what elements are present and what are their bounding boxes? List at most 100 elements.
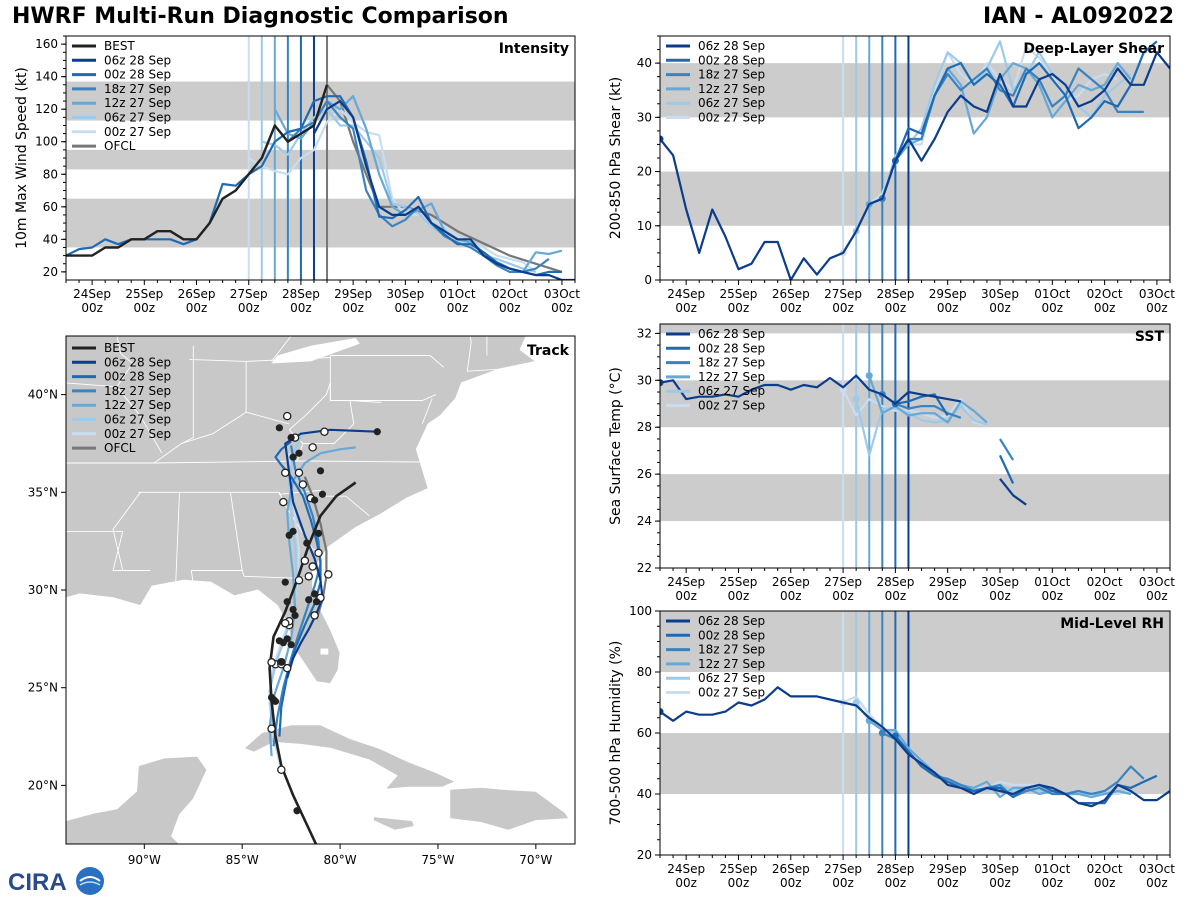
track-marker-open	[298, 480, 308, 489]
rh-xtick-label: 29Sep	[929, 862, 967, 876]
state-border	[302, 400, 382, 444]
track-marker-open	[282, 663, 292, 673]
track-ytick-label: 40°N	[28, 388, 58, 402]
sst-xtick-sublabel: 00z	[832, 589, 854, 603]
track-legend-label-ofcl: OFCL	[104, 441, 136, 455]
rh-ytick-label: 60	[637, 726, 652, 740]
shear-xtick-label: 02Oct	[1087, 287, 1123, 301]
track-xtick-label: 85°W	[226, 853, 259, 867]
rh-band	[660, 733, 1170, 794]
sst-series-00z-28-sep	[895, 393, 949, 417]
shear-xtick-sublabel: 00z	[1146, 301, 1168, 315]
sst-xtick-sublabel: 00z	[885, 589, 907, 603]
sst-xtick-label: 25Sep	[720, 575, 758, 589]
shear-xtick-label: 26Sep	[772, 287, 810, 301]
track-marker-filled	[305, 596, 313, 604]
intensity-series-group	[66, 84, 575, 280]
rh-xtick-sublabel: 00z	[728, 876, 750, 890]
rh-panel: 2040608010024Sep00z25Sep00z26Sep00z27Sep…	[608, 604, 1175, 890]
track-marker-filled	[289, 527, 297, 535]
track-marker-filled	[311, 496, 319, 504]
rh-xtick-sublabel: 00z	[1094, 876, 1116, 890]
state-border	[466, 336, 501, 372]
shear-ytick-label: 20	[637, 165, 652, 179]
state-border	[66, 460, 421, 464]
track-title: Track	[527, 343, 570, 359]
shear-xtick-sublabel: 00z	[885, 301, 907, 315]
intensity-legend-label-06z-28-sep: 06z 28 Sep	[104, 53, 171, 67]
rh-ytick-label: 80	[637, 665, 652, 679]
lake-ontario	[344, 318, 413, 330]
intensity-xtick-label: 28Sep	[282, 287, 320, 301]
rh-xtick-sublabel: 00z	[780, 876, 802, 890]
track-marker-filled	[291, 611, 299, 620]
track-marker-filled	[283, 598, 291, 606]
cira-logo-text: CIRA	[8, 869, 67, 896]
intensity-legend-label-00z-28-sep: 00z 28 Sep	[104, 68, 171, 82]
intensity-xtick-label: 29Sep	[334, 287, 372, 301]
track-line-18z-27-sep	[272, 445, 322, 747]
track-marker-open	[314, 548, 323, 558]
land-hispaniola	[449, 786, 570, 831]
intensity-legend-label-best: BEST	[104, 39, 135, 53]
intensity-ytick-label: 40	[43, 232, 58, 246]
shear-series-12z-27-sep	[868, 61, 1132, 206]
shear-xtick-label: 30Sep	[981, 287, 1019, 301]
track-marker-open	[267, 724, 276, 733]
sst-ytick-label: 30	[637, 373, 652, 387]
state-border	[116, 336, 134, 388]
sst-band	[660, 324, 1170, 334]
shear-xtick-sublabel: 00z	[832, 301, 854, 315]
sst-xtick-sublabel: 00z	[780, 589, 802, 603]
shear-xtick-label: 28Sep	[876, 287, 914, 301]
shear-ytick-label: 0	[644, 273, 652, 287]
intensity-band	[66, 149, 575, 170]
rh-xtick-sublabel: 00z	[1146, 876, 1168, 890]
state-border	[175, 492, 180, 587]
intensity-xtick-sublabel: 00z	[290, 301, 312, 315]
state-border	[153, 411, 290, 464]
track-legend-label-best: BEST	[104, 341, 135, 355]
cira-logo: CIRA	[8, 867, 104, 896]
track-marker-filled	[275, 424, 283, 432]
intensity-xtick-label: 26Sep	[178, 287, 216, 301]
shear-xtick-label: 29Sep	[929, 287, 967, 301]
rh-xtick-label: 03Oct	[1139, 862, 1175, 876]
sst-xtick-sublabel: 00z	[728, 589, 750, 603]
intensity-ytick-label: 20	[43, 265, 58, 279]
track-marker-filled	[316, 467, 325, 475]
rh-legend-label-00z-28-sep: 00z 28 Sep	[698, 628, 765, 642]
track-marker-open	[308, 443, 317, 452]
intensity-xtick-sublabel: 00z	[186, 301, 208, 315]
track-legend-label-06z-27-sep: 06z 27 Sep	[104, 413, 171, 427]
sst-series-12z-27-sep	[868, 375, 988, 424]
shear-xtick-sublabel: 00z	[989, 301, 1011, 315]
track-marker-filled	[269, 695, 278, 704]
rh-xtick-sublabel: 00z	[885, 876, 907, 890]
state-border	[421, 398, 433, 425]
rh-ylabel: 700-500 hPa Humidity (%)	[608, 641, 624, 826]
sst-xtick-sublabel: 00z	[937, 589, 959, 603]
rh-init-point-18z-27-sep	[878, 729, 886, 737]
rh-xtick-label: 24Sep	[667, 862, 705, 876]
rh-band	[660, 611, 1170, 672]
rh-xtick-sublabel: 00z	[937, 876, 959, 890]
intensity-xtick-sublabel: 00z	[134, 301, 156, 315]
sst-xtick-label: 29Sep	[929, 575, 967, 589]
rh-xtick-sublabel: 00z	[675, 876, 697, 890]
sst-legend-label-06z-27-sep: 06z 27 Sep	[698, 384, 765, 398]
intensity-ytick-label: 140	[35, 70, 58, 84]
sst-series-group	[660, 372, 1027, 506]
land-cuba	[243, 724, 457, 790]
intensity-legend-label-00z-27-sep: 00z 27 Sep	[104, 125, 171, 139]
track-legend-label-00z-27-sep: 00z 27 Sep	[104, 427, 171, 441]
track-marker-filled	[311, 590, 319, 598]
rh-series-group	[660, 686, 1170, 808]
rh-ytick-label: 20	[637, 848, 652, 862]
intensity-title: Intensity	[499, 41, 569, 57]
intensity-xtick-sublabel: 00z	[499, 301, 521, 315]
shear-ylabel: 200-850 hPa Shear (kt)	[608, 77, 624, 239]
track-marker-filled	[275, 637, 283, 645]
lake-erie	[271, 338, 360, 364]
